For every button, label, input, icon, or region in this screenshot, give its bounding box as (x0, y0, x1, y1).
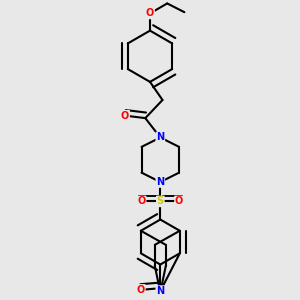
Text: N: N (156, 177, 164, 187)
Text: O: O (137, 196, 146, 206)
Text: S: S (157, 196, 164, 206)
Text: N: N (156, 133, 164, 142)
Text: O: O (121, 111, 129, 121)
Text: O: O (175, 196, 183, 206)
Text: N: N (156, 286, 164, 296)
Text: O: O (136, 285, 145, 295)
Text: O: O (146, 8, 154, 18)
